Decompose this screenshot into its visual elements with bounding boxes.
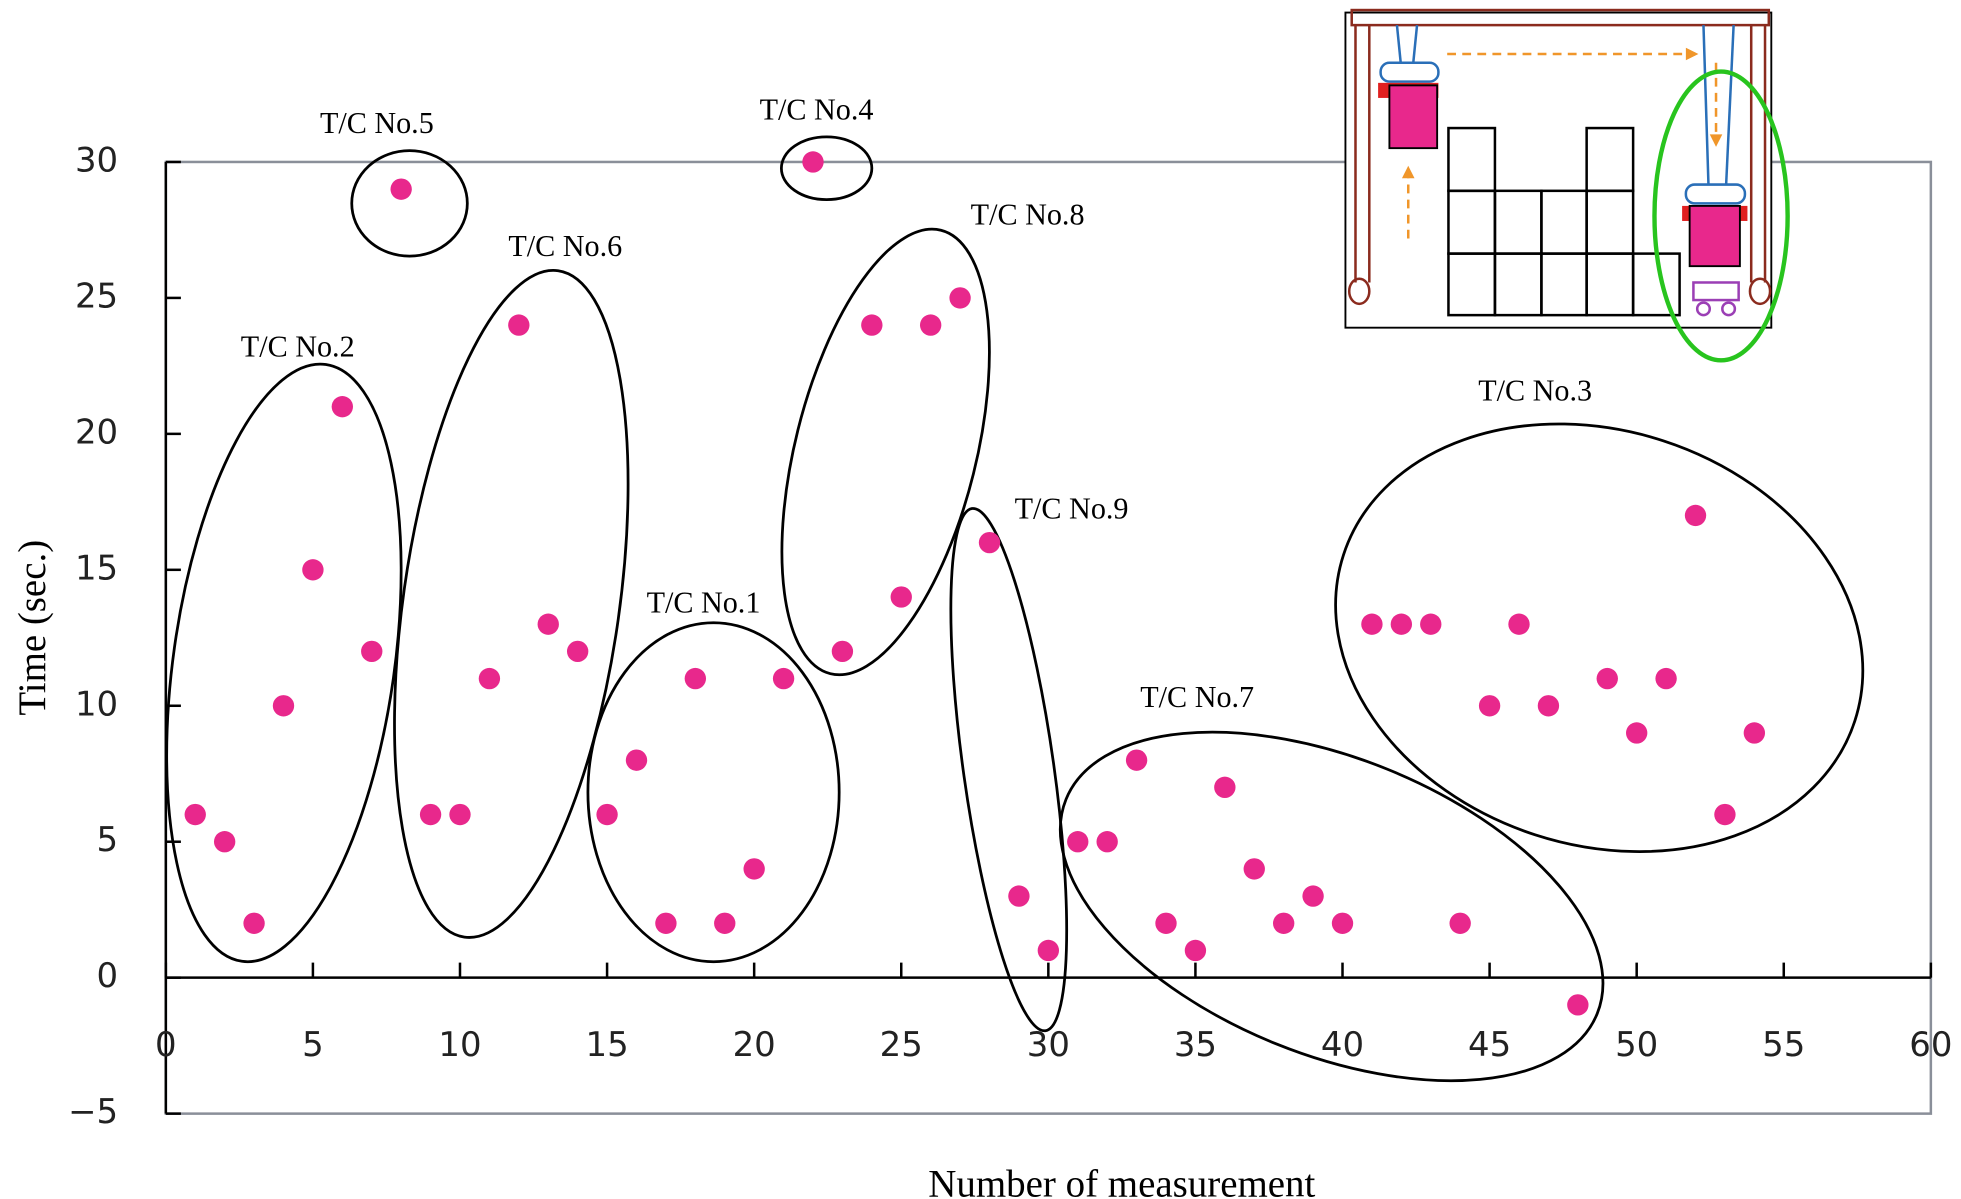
point — [302, 559, 323, 580]
annotation: T/C No.5 — [320, 106, 434, 140]
point — [1302, 885, 1323, 906]
point — [1626, 722, 1647, 743]
point — [1685, 505, 1706, 526]
annotation: T/C No.6 — [508, 229, 622, 263]
point — [1273, 913, 1294, 934]
x-tick-label: 50 — [1615, 1025, 1658, 1064]
y-tick-label: 10 — [75, 684, 118, 723]
point — [1067, 831, 1088, 852]
point — [596, 804, 617, 825]
point — [508, 314, 529, 335]
y-tick-label: 20 — [75, 412, 118, 451]
point — [1332, 913, 1353, 934]
point — [979, 532, 1000, 553]
point — [685, 668, 706, 689]
inset-diagram — [1345, 10, 1787, 360]
x-tick-label: 25 — [880, 1025, 923, 1064]
point — [1185, 940, 1206, 961]
annotation: T/C No.2 — [241, 330, 355, 364]
x-tick-label: 15 — [586, 1025, 629, 1064]
point — [949, 287, 970, 308]
point — [1008, 885, 1029, 906]
point — [1744, 722, 1765, 743]
point — [273, 695, 294, 716]
point — [891, 586, 912, 607]
point — [185, 804, 206, 825]
y-axis-label: Time (sec.) — [11, 540, 54, 716]
group-ellipse — [588, 623, 839, 962]
x-tick-label: 20 — [733, 1025, 776, 1064]
annotation: T/C No.4 — [760, 92, 874, 126]
group-ellipse — [357, 256, 665, 952]
x-tick-label: 55 — [1762, 1025, 1805, 1064]
group-ellipse — [927, 502, 1090, 1037]
x-tick-label: 0 — [155, 1025, 177, 1064]
point — [714, 913, 735, 934]
point — [1567, 994, 1588, 1015]
point — [861, 314, 882, 335]
y-tick-label: −5 — [68, 1092, 118, 1131]
point — [832, 641, 853, 662]
point — [1391, 614, 1412, 635]
y-tick-label: 30 — [75, 140, 118, 179]
point — [420, 804, 441, 825]
annotation: T/C No.7 — [1140, 680, 1254, 714]
point — [1714, 804, 1735, 825]
annotation: T/C No.3 — [1478, 374, 1592, 408]
x-tick-label: 60 — [1909, 1025, 1952, 1064]
point — [1508, 614, 1529, 635]
x-tick-label: 40 — [1321, 1025, 1364, 1064]
annotation: T/C No.9 — [1015, 492, 1129, 526]
point — [1449, 913, 1470, 934]
point — [1214, 777, 1235, 798]
y-tick-label: 25 — [75, 276, 118, 315]
page: {"chart_data": {"type": "scatter", "x_la… — [0, 0, 1961, 1199]
point — [361, 641, 382, 662]
group-ellipse — [1279, 358, 1918, 918]
x-tick-label: 10 — [438, 1025, 481, 1064]
point — [1096, 831, 1117, 852]
point — [1155, 913, 1176, 934]
point — [1479, 695, 1500, 716]
group-ellipse — [352, 151, 468, 256]
y-tick-label: 5 — [97, 820, 119, 859]
point — [567, 641, 588, 662]
point — [243, 913, 264, 934]
point — [1597, 668, 1618, 689]
point — [920, 314, 941, 335]
x-tick-label: 45 — [1468, 1025, 1511, 1064]
point — [1361, 614, 1382, 635]
point — [1244, 858, 1265, 879]
point — [626, 749, 647, 770]
x-tick-label: 35 — [1174, 1025, 1217, 1064]
point — [655, 913, 676, 934]
point — [773, 668, 794, 689]
group-ellipse — [132, 349, 435, 977]
y-tick-label: 0 — [97, 956, 119, 995]
x-axis-label: Number of measurement — [928, 1162, 1315, 1199]
point — [1126, 749, 1147, 770]
point — [538, 614, 559, 635]
point — [449, 804, 470, 825]
group-ellipse — [743, 208, 1029, 695]
point — [743, 858, 764, 879]
annotation: T/C No.8 — [971, 198, 1085, 232]
point — [479, 668, 500, 689]
y-tick-label: 15 — [75, 548, 118, 587]
point — [332, 396, 353, 417]
group-ellipse — [1011, 662, 1653, 1151]
group-ellipse — [781, 137, 871, 200]
chart: −5051015202530051015202530354045505560 T… — [0, 0, 1961, 1199]
point — [214, 831, 235, 852]
point — [1038, 940, 1059, 961]
x-tick-label: 5 — [302, 1025, 324, 1064]
annotation: T/C No.1 — [647, 586, 761, 620]
point — [1655, 668, 1676, 689]
point — [1420, 614, 1441, 635]
point — [802, 151, 823, 172]
point — [390, 178, 411, 199]
point — [1538, 695, 1559, 716]
